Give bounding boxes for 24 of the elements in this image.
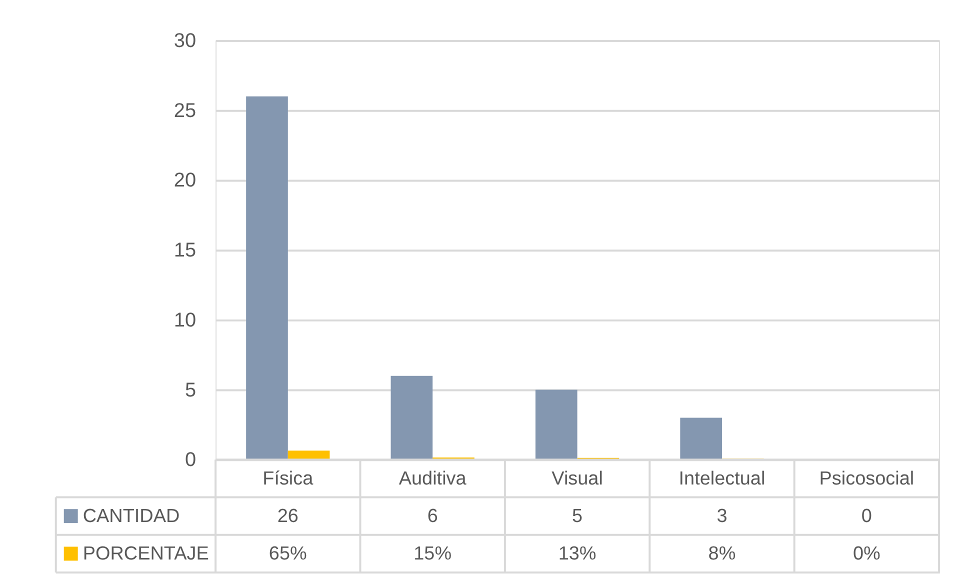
data-label: 5	[572, 506, 583, 528]
data-label: 0	[861, 506, 872, 528]
data-label: 3	[716, 506, 728, 528]
y-tick-label: 0	[184, 449, 196, 472]
data-label: 65%	[268, 544, 308, 565]
y-tick-label: 10	[174, 309, 196, 332]
x-tick-label: Física	[262, 468, 314, 490]
data-label: 13%	[558, 544, 596, 565]
y-tick-label: 25	[174, 100, 196, 122]
legend-label: PORCENTAJE	[82, 544, 209, 565]
y-tick-label: 5	[184, 379, 196, 402]
x-tick-label: Visual	[552, 468, 603, 490]
x-tick-label: Psicosocial	[819, 468, 914, 490]
data-label: 0%	[852, 544, 881, 565]
data-label: 15%	[414, 544, 452, 565]
x-tick-label: Auditiva	[398, 468, 467, 490]
y-tick-label: 20	[174, 170, 196, 192]
data-label: 8%	[708, 544, 736, 565]
legend-label: CANTIDAD	[82, 506, 180, 528]
x-tick-label: Intelectual	[678, 468, 766, 490]
data-label: 26	[277, 506, 298, 528]
y-tick-label: 15	[174, 240, 196, 262]
y-tick-label: 30	[174, 30, 196, 52]
data-label: 6	[427, 506, 438, 528]
